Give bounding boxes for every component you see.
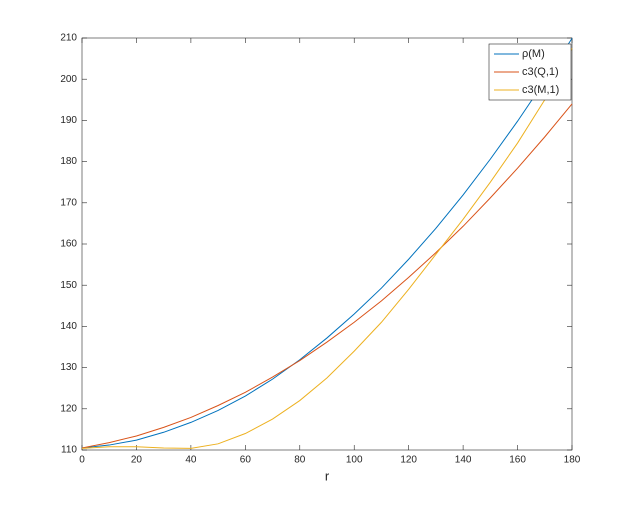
x-tick-label: 100: [346, 455, 363, 466]
y-tick-label: 190: [60, 115, 77, 126]
x-tick-label: 120: [400, 455, 417, 466]
y-tick-label: 160: [60, 239, 77, 250]
series-line: [81, 48, 573, 449]
x-tick-label: 80: [294, 455, 306, 466]
legend-label: c3(M,1): [522, 84, 559, 96]
y-tick-label: 210: [60, 33, 77, 44]
y-tick-label: 170: [60, 197, 77, 208]
series-line: [81, 38, 573, 449]
x-tick-label: 20: [131, 455, 143, 466]
x-tick-label: 140: [455, 455, 472, 466]
legend-label: c3(Q,1): [522, 66, 559, 78]
x-axis-label: r: [325, 468, 330, 483]
plot-area: [81, 37, 573, 451]
x-tick-label: 0: [79, 455, 85, 466]
x-tick-label: 60: [240, 455, 252, 466]
y-tick-label: 130: [60, 362, 77, 373]
series-line: [81, 103, 573, 449]
y-tick-label: 120: [60, 403, 77, 414]
y-tick-label: 150: [60, 280, 77, 291]
y-tick-label: 180: [60, 156, 77, 167]
y-tick-label: 140: [60, 321, 77, 332]
y-tick-label: 110: [61, 445, 77, 456]
x-tick-label: 160: [509, 455, 526, 466]
y-tick-label: 200: [60, 74, 77, 85]
x-tick-label: 180: [564, 455, 581, 466]
legend-label: ρ(M): [522, 48, 545, 60]
x-tick-label: 40: [185, 455, 197, 466]
